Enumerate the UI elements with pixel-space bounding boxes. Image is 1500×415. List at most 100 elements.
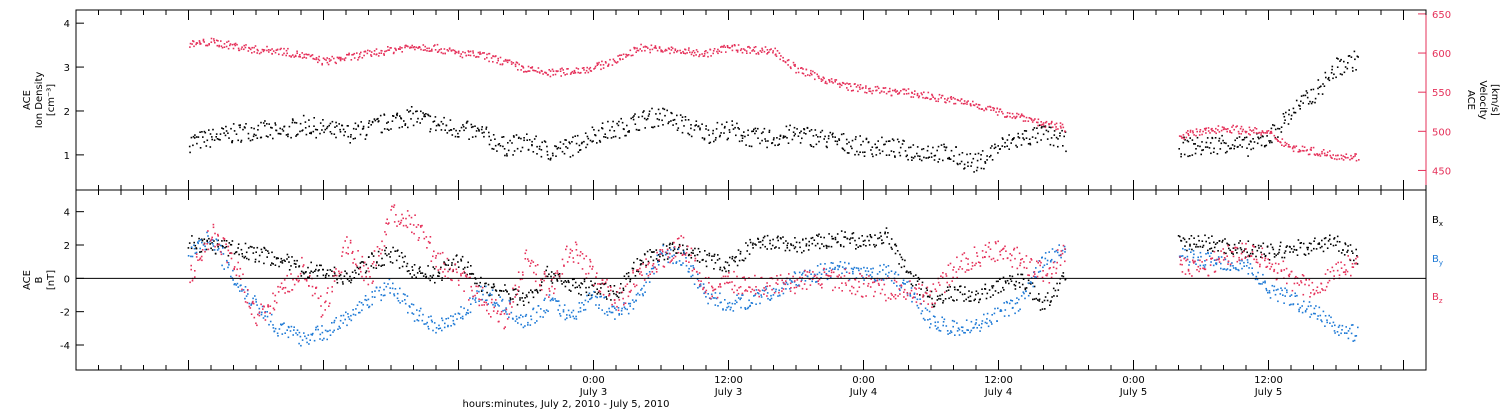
density-point — [1236, 137, 1238, 139]
bz-point — [718, 286, 720, 288]
density-point — [664, 109, 666, 111]
bx-point — [682, 245, 684, 247]
bx-point — [366, 270, 368, 272]
velocity-point — [580, 72, 582, 74]
bx-point — [864, 240, 866, 242]
bx-point — [1198, 235, 1200, 237]
bz-point — [608, 295, 610, 297]
density-point — [992, 159, 994, 161]
density-point — [570, 156, 572, 158]
density-point — [308, 126, 310, 128]
by-point — [1233, 267, 1235, 269]
velocity-point — [575, 72, 577, 74]
velocity-point — [998, 111, 1000, 113]
bz-point — [576, 249, 578, 251]
bx-point — [217, 246, 219, 248]
bz-point — [312, 295, 314, 297]
bx-point — [344, 270, 346, 272]
density-point — [410, 110, 412, 112]
bz-point — [214, 246, 216, 248]
density-point — [330, 131, 332, 133]
by-point — [331, 322, 333, 324]
velocity-point — [379, 52, 381, 54]
density-point — [917, 146, 919, 148]
density-point — [1331, 72, 1333, 74]
bx-point — [985, 288, 987, 290]
by-point — [1184, 249, 1186, 251]
bx-point — [1297, 254, 1299, 256]
bz-point — [504, 313, 506, 315]
velocity-point — [1013, 116, 1015, 118]
bx-point — [610, 299, 612, 301]
bx-point — [237, 247, 239, 249]
bx-point — [1003, 289, 1005, 291]
density-tick-label: 2 — [64, 107, 70, 118]
bz-point — [272, 293, 274, 295]
by-point — [351, 320, 353, 322]
density-point — [944, 146, 946, 148]
by-point — [1282, 294, 1284, 296]
bz-point — [416, 226, 418, 228]
bz-point — [548, 296, 550, 298]
bz-point — [221, 254, 223, 256]
by-point — [875, 280, 877, 282]
velocity-point — [1188, 135, 1190, 137]
by-point — [707, 303, 709, 305]
density-point — [698, 125, 700, 127]
velocity-point — [623, 54, 625, 56]
by-point — [217, 249, 219, 251]
velocity-point — [1238, 133, 1240, 135]
density-point — [1258, 138, 1260, 140]
velocity-point — [304, 54, 306, 56]
bx-point — [760, 247, 762, 249]
density-point — [1032, 136, 1034, 138]
bz-point — [611, 304, 613, 306]
by-point — [583, 309, 585, 311]
density-point — [286, 134, 288, 136]
bx-point — [209, 243, 211, 245]
velocity-point — [326, 57, 328, 59]
density-point — [1059, 132, 1061, 134]
bz-point — [204, 251, 206, 253]
density-point — [560, 148, 562, 150]
by-point — [1044, 265, 1046, 267]
bz-point — [497, 310, 499, 312]
bz-point — [201, 260, 203, 262]
density-point — [354, 138, 356, 140]
bz-point — [685, 260, 687, 262]
density-point — [1024, 130, 1026, 132]
bz-point — [347, 253, 349, 255]
by-point — [732, 303, 734, 305]
bx-point — [457, 261, 459, 263]
density-point — [481, 129, 483, 131]
bx-point — [259, 255, 261, 257]
bz-point — [580, 251, 582, 253]
bz-point — [281, 283, 283, 285]
bx-point — [968, 297, 970, 299]
velocity-point — [845, 83, 847, 85]
bz-point — [435, 266, 437, 268]
bx-point — [814, 239, 816, 241]
by-point — [676, 261, 678, 263]
by-point — [498, 305, 500, 307]
bx-point — [886, 236, 888, 238]
bz-point — [745, 289, 747, 291]
density-point — [514, 150, 516, 152]
velocity-point — [794, 65, 796, 67]
density-point — [196, 136, 198, 138]
velocity-point — [866, 92, 868, 94]
by-point — [1345, 326, 1347, 328]
bx-point — [648, 261, 650, 263]
velocity-point — [1266, 130, 1268, 132]
density-point — [461, 127, 463, 129]
velocity-point — [507, 60, 509, 62]
by-point — [1182, 255, 1184, 257]
bz-point — [449, 268, 451, 270]
density-point — [609, 130, 611, 132]
density-point — [799, 132, 801, 134]
velocity-point — [1190, 130, 1192, 132]
bz-point — [493, 310, 495, 312]
by-point — [1251, 273, 1253, 275]
bx-point — [358, 274, 360, 276]
by-point — [569, 315, 571, 317]
